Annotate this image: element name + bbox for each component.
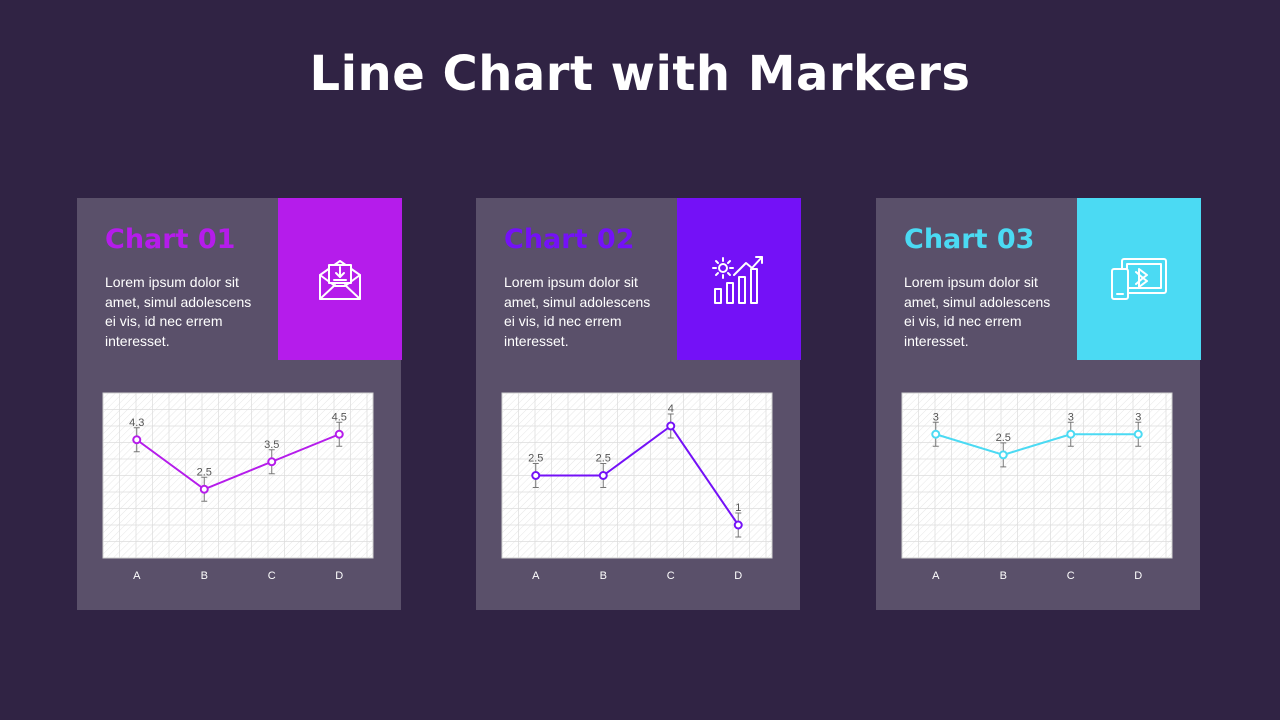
- data-label: 2.5: [996, 432, 1011, 444]
- card-title: Chart 02: [504, 224, 635, 255]
- data-point: [267, 457, 277, 467]
- line-chart-2: 2.5 A 2.5 B 4 C 1 D: [501, 392, 773, 582]
- x-tick-label: A: [133, 570, 141, 582]
- x-tick-label: C: [667, 570, 675, 582]
- card-title: Chart 03: [904, 224, 1035, 255]
- data-point: [334, 429, 344, 439]
- data-label: 3: [933, 411, 939, 423]
- bluetooth-devices-icon: [1111, 258, 1167, 300]
- x-tick-label: B: [600, 570, 607, 582]
- data-label: 4: [668, 403, 674, 415]
- x-tick-label: B: [201, 570, 208, 582]
- series-line: [136, 433, 340, 491]
- series-line: [535, 424, 740, 526]
- data-point: [598, 471, 608, 480]
- data-point: [733, 520, 743, 530]
- data-label: 2.5: [596, 453, 611, 465]
- data-point: [1066, 429, 1076, 439]
- card-description: Lorem ipsum dolor sit amet, simul adoles…: [105, 274, 252, 349]
- chart-card-1: Chart 01 Lorem ipsum dolor sit amet, sim…: [77, 198, 402, 610]
- x-tick-label: C: [268, 570, 276, 582]
- data-label: 4.5: [332, 411, 347, 423]
- chart-card-2: Chart 02 Lorem ipsum dolor sit amet, sim…: [476, 198, 801, 610]
- data-label: 3: [1068, 411, 1074, 423]
- data-point: [998, 450, 1008, 460]
- data-label: 2.5: [528, 453, 543, 465]
- data-point: [531, 471, 541, 480]
- x-tick-label: D: [1134, 570, 1142, 582]
- card-description: Lorem ipsum dolor sit amet, simul adoles…: [504, 274, 651, 349]
- x-tick-label: A: [532, 570, 540, 582]
- line-chart-1: 4.3 A 2.5 B 3.5 C 4.5 D: [102, 392, 374, 582]
- data-point: [1133, 429, 1143, 439]
- data-point: [132, 435, 142, 445]
- x-tick-label: A: [932, 570, 940, 582]
- card-title: Chart 01: [105, 224, 236, 255]
- icon-box: [677, 198, 801, 360]
- gear-growth-chart-icon: [712, 256, 763, 304]
- page-title: Line Chart with Markers: [309, 46, 971, 102]
- x-tick-label: D: [335, 570, 343, 582]
- chart-card-3: Chart 03 Lorem ipsum dolor sit amet, sim…: [876, 198, 1201, 610]
- icon-box: [1077, 198, 1201, 360]
- line-chart-3: 3 A 2.5 B 3 C 3 D: [901, 392, 1173, 582]
- icon-box: [278, 198, 402, 360]
- data-point: [666, 421, 676, 431]
- card-description: Lorem ipsum dolor sit amet, simul adoles…: [904, 274, 1051, 349]
- x-tick-label: D: [734, 570, 742, 582]
- data-label: 1: [735, 502, 741, 514]
- data-label: 2.5: [197, 466, 212, 478]
- series-line: [935, 433, 1139, 456]
- data-label: 3: [1135, 411, 1141, 423]
- mail-download-icon: [319, 260, 361, 300]
- x-tick-label: C: [1067, 570, 1075, 582]
- x-tick-label: B: [1000, 570, 1007, 582]
- data-point: [199, 484, 209, 494]
- data-label: 4.3: [129, 417, 144, 429]
- data-label: 3.5: [264, 439, 279, 451]
- data-point: [931, 429, 941, 439]
